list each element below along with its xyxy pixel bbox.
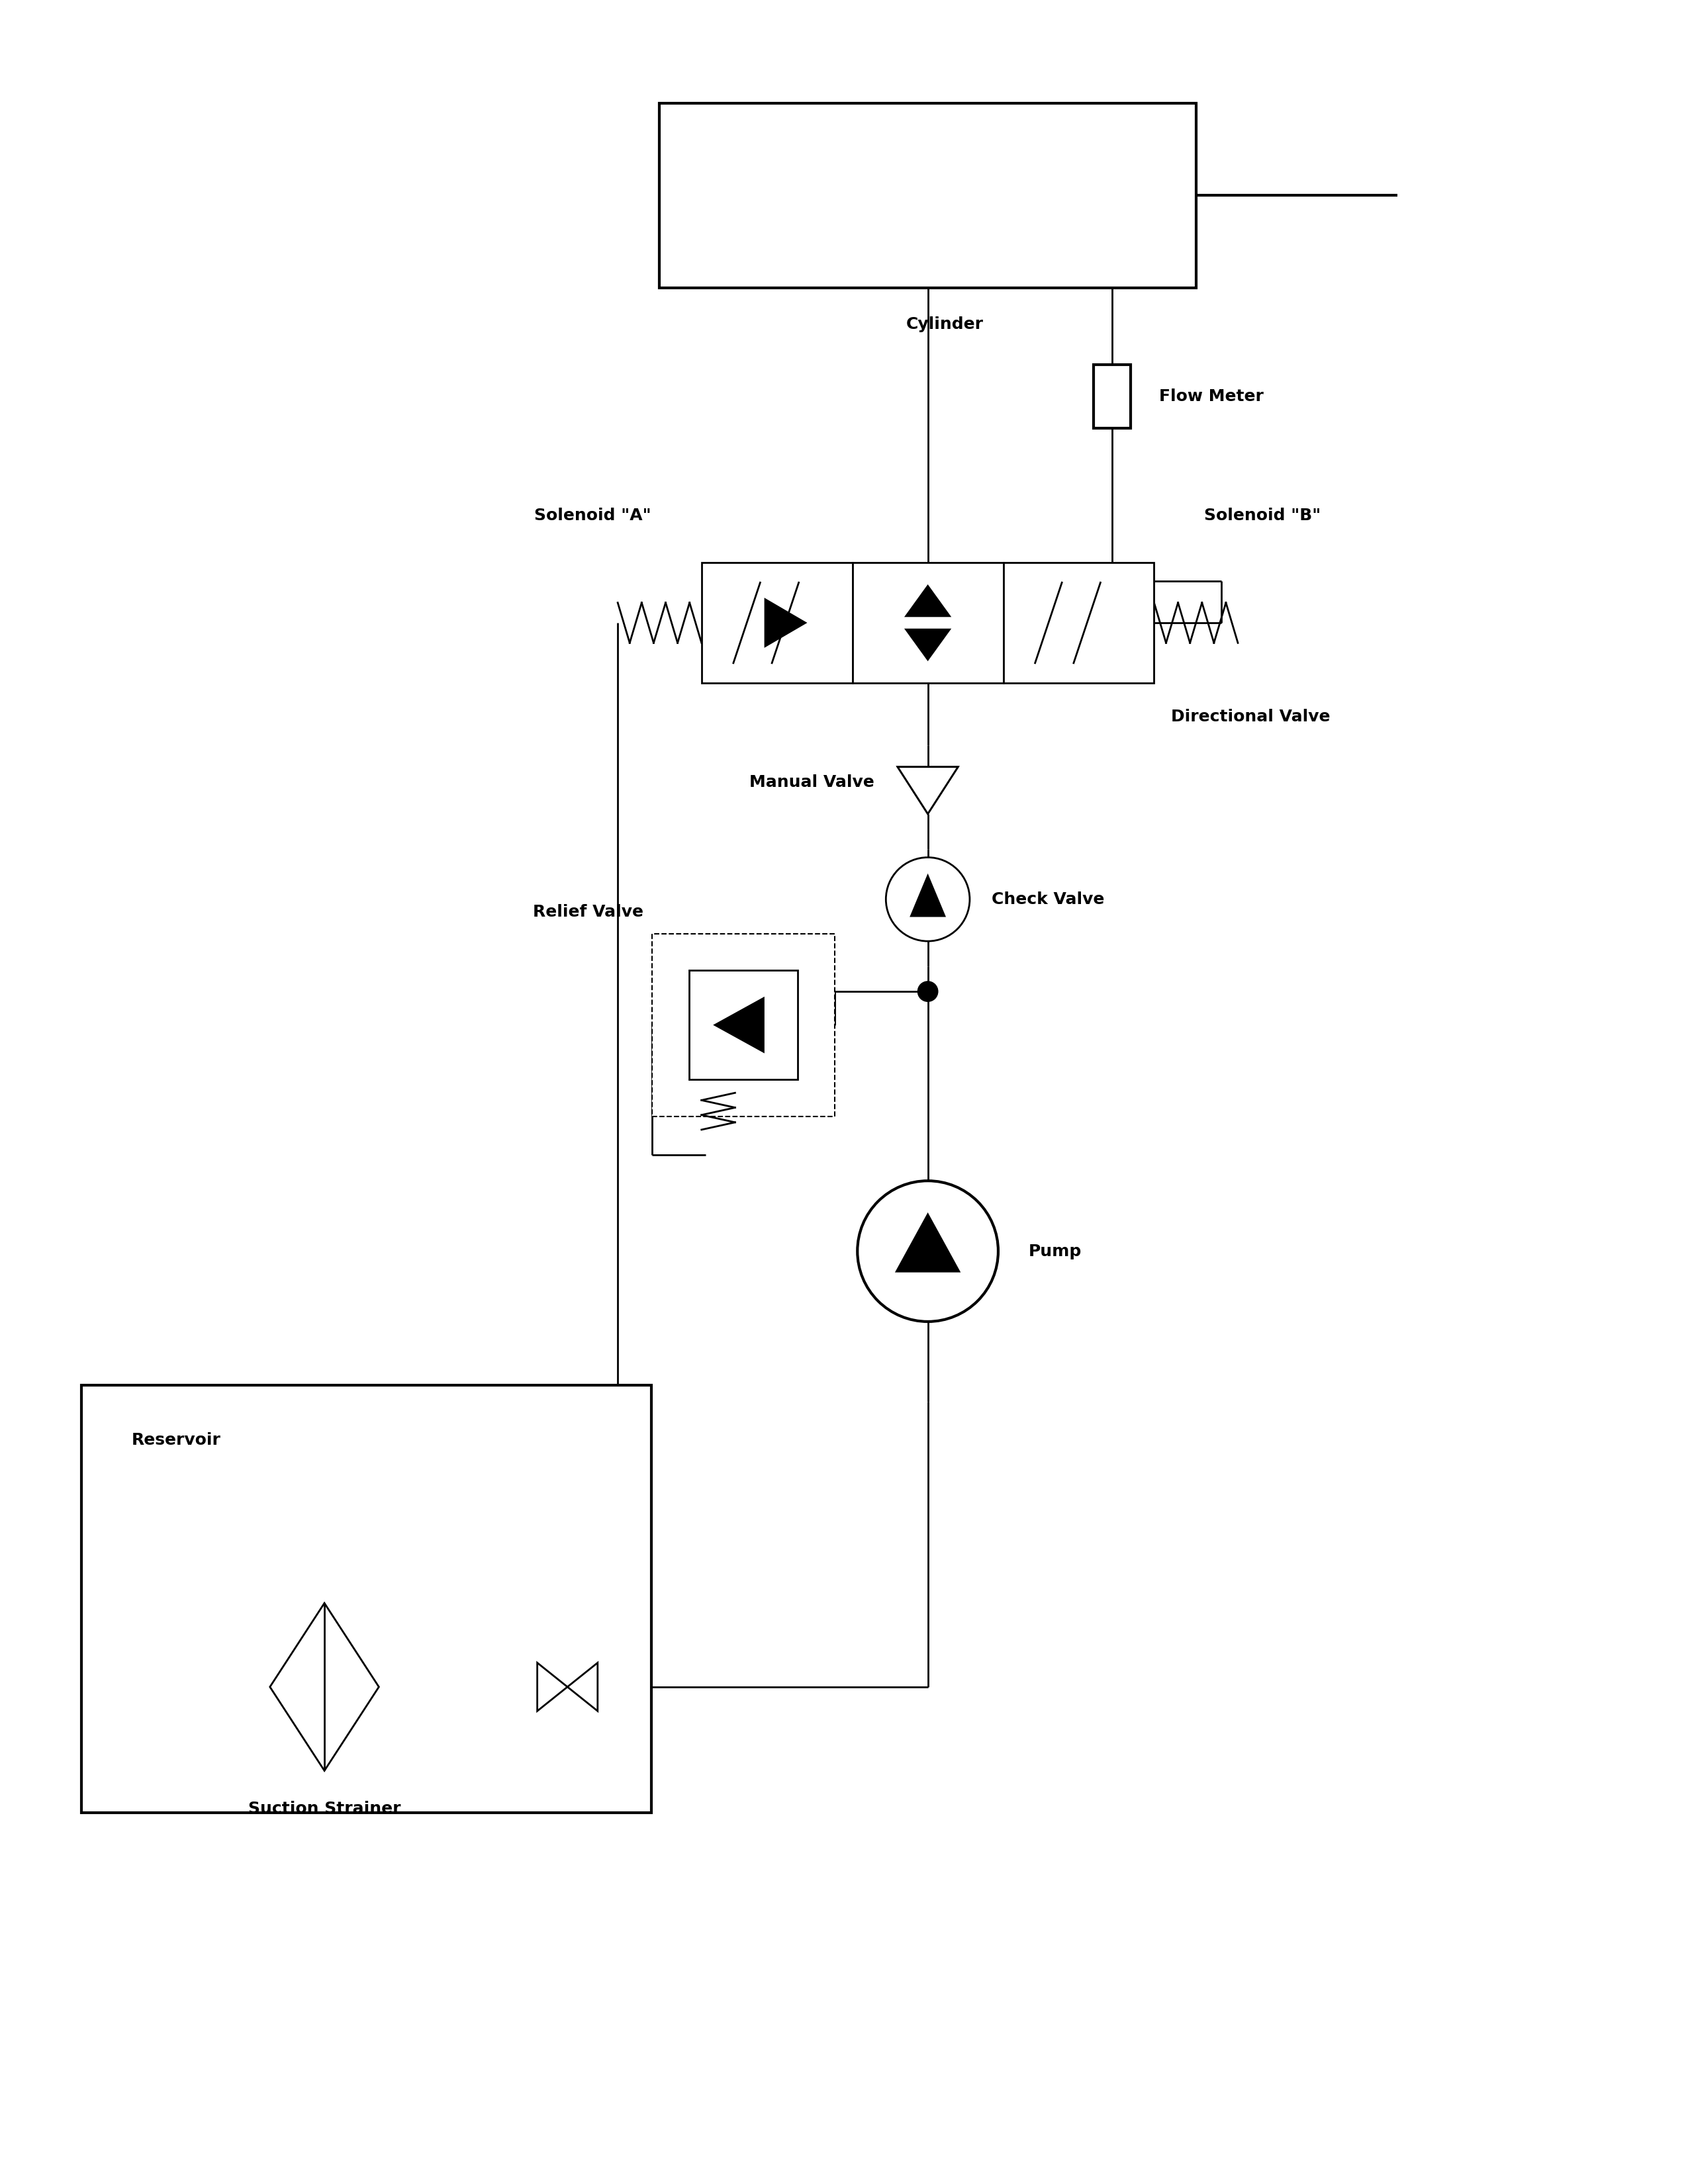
Text: Suction Strainer: Suction Strainer	[248, 1802, 400, 1817]
Text: Flow Meter: Flow Meter	[1160, 389, 1264, 404]
Bar	[1094, 365, 1131, 428]
Circle shape	[886, 858, 969, 941]
Polygon shape	[912, 876, 945, 915]
Text: Reservoir: Reservoir	[132, 1433, 221, 1448]
Polygon shape	[898, 767, 959, 815]
Text: Directional Valve: Directional Valve	[1171, 708, 1330, 725]
Text: Pump: Pump	[1028, 1243, 1082, 1260]
Polygon shape	[765, 598, 805, 646]
Bar	[689, 970, 798, 1079]
Text: Solenoid "B": Solenoid "B"	[1204, 507, 1322, 524]
Circle shape	[918, 981, 939, 1002]
Bar	[652, 933, 836, 1116]
Text: Check Valve: Check Valve	[991, 891, 1104, 906]
Bar	[852, 563, 1003, 684]
Text: Manual Valve: Manual Valve	[749, 773, 874, 791]
Polygon shape	[896, 1214, 959, 1271]
Polygon shape	[906, 629, 950, 660]
Text: Relief Valve: Relief Valve	[533, 904, 643, 919]
Polygon shape	[906, 585, 950, 616]
Circle shape	[858, 1182, 998, 1321]
Polygon shape	[716, 998, 763, 1053]
Bar	[660, 103, 1197, 288]
Polygon shape	[270, 1603, 378, 1771]
Bar	[1003, 563, 1155, 684]
Bar	[81, 1385, 652, 1813]
Bar	[702, 563, 852, 684]
Polygon shape	[898, 767, 959, 815]
Polygon shape	[567, 1662, 598, 1710]
Text: Solenoid "A": Solenoid "A"	[535, 507, 652, 524]
Polygon shape	[537, 1662, 567, 1710]
Text: Cylinder: Cylinder	[906, 317, 984, 332]
